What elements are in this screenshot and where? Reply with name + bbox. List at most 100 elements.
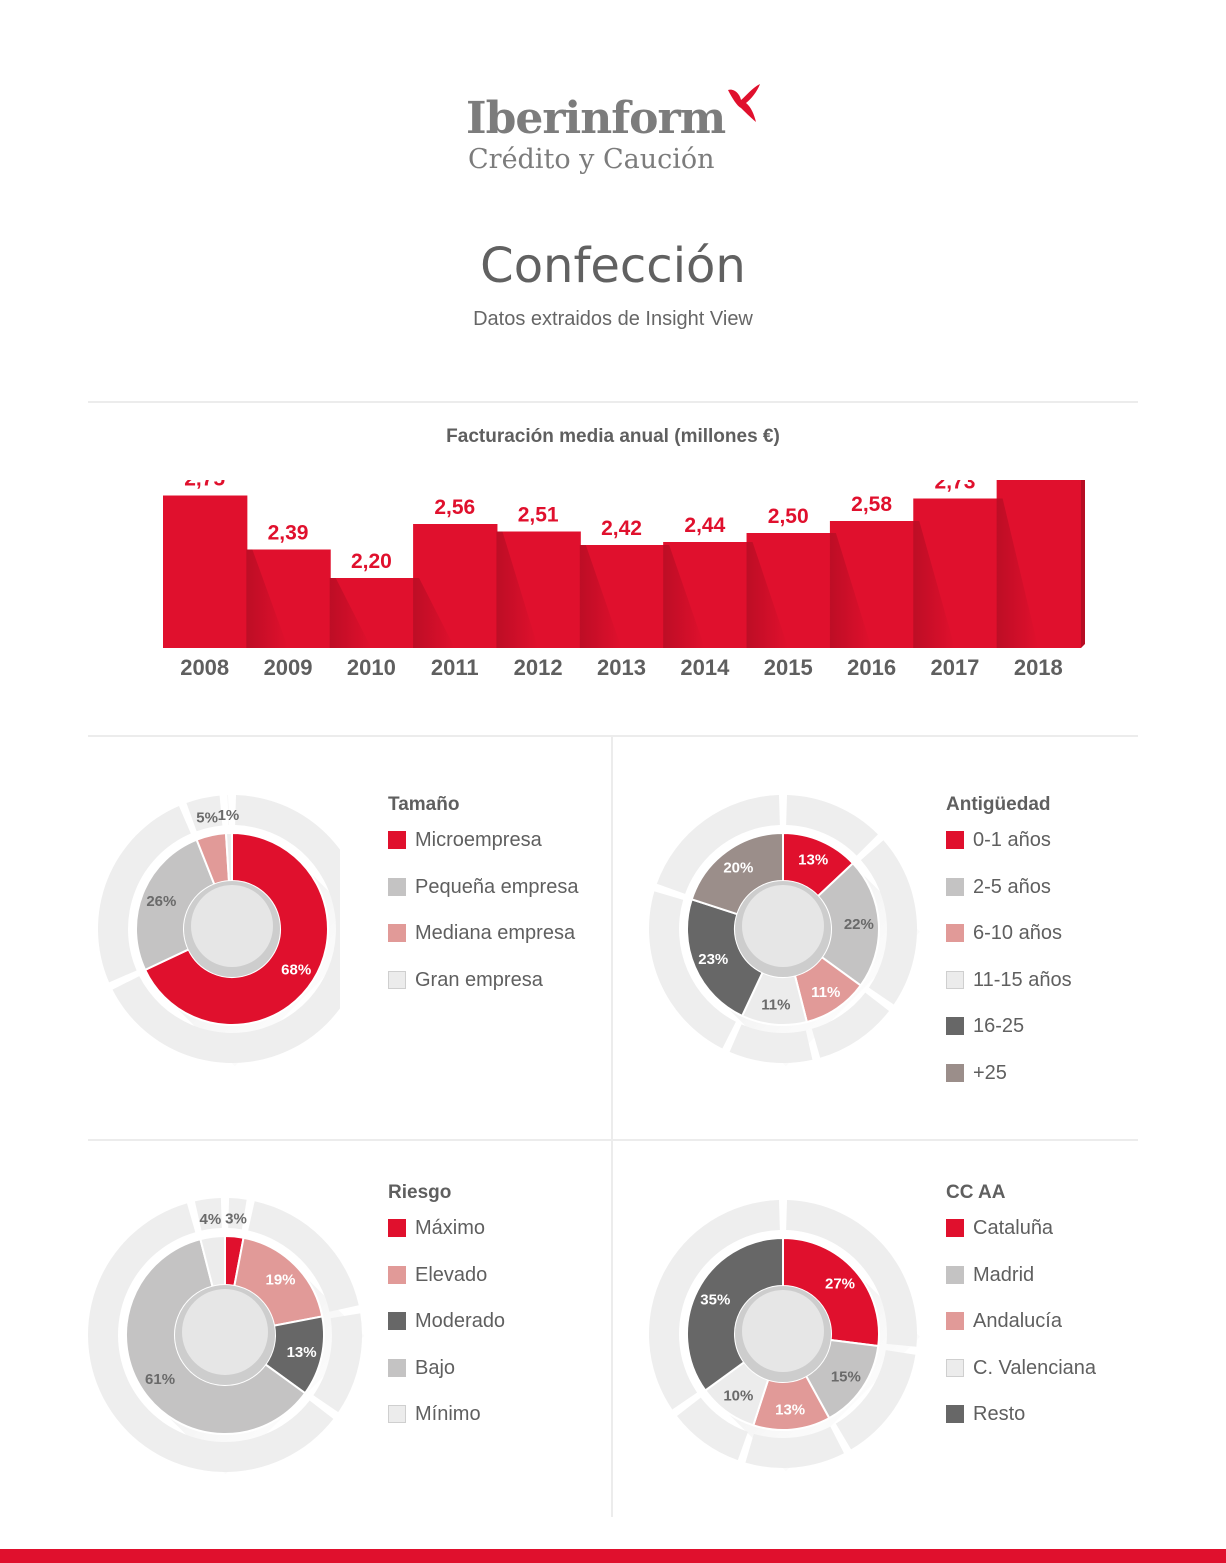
legend-swatch <box>388 1405 406 1423</box>
bar-category-label: 2015 <box>764 655 813 680</box>
legend-item: Gran empresa <box>388 968 578 1015</box>
donut-outer-ring-segment <box>194 1198 222 1231</box>
donut-outer-ring-segment <box>729 1024 813 1063</box>
donut-outer-ring-segment <box>98 805 191 983</box>
legend-tamano: Tamaño Microempresa Pequeña empresa Median… <box>388 794 578 1014</box>
legend-swatch <box>388 1312 406 1330</box>
bar-category-label: 2013 <box>597 655 646 680</box>
donut-outer-ring-segment <box>745 1426 845 1468</box>
legend-swatch <box>388 877 406 896</box>
legend-swatch <box>946 1063 964 1082</box>
legend-ccaa: CC AA Cataluña Madrid Andalucía C. Valencia… <box>946 1182 1096 1449</box>
legend-item: Pequeña empresa <box>388 875 578 922</box>
bar-chart: 2,75 2008 2,39 2009 2,20 2010 2,56 2011 2,51 2012… <box>163 480 1085 680</box>
bar-category-label: 2010 <box>347 655 396 680</box>
donut-outer-ring-segment <box>649 1200 780 1410</box>
page-subtitle: Datos extraidos de Insight View <box>473 308 753 330</box>
legend-label: Madrid <box>973 1263 1035 1286</box>
donut-outer-ring-segment <box>835 1350 916 1450</box>
bar-shadow <box>746 542 789 648</box>
bar-value-label: 2,58 <box>851 493 892 516</box>
pie-chart-ccaa: 27% 15% 13% 10% 35% <box>649 1200 921 1472</box>
legend-item: Microempresa <box>388 828 578 875</box>
bar-shadow <box>496 531 539 648</box>
legend-item: Mínimo <box>388 1402 505 1449</box>
bar-value-label: 2,44 <box>684 514 725 537</box>
donut-center <box>182 1289 268 1375</box>
donut-value-label: 68% <box>281 962 311 979</box>
legend-swatch <box>946 877 964 896</box>
legend-swatch <box>388 970 406 989</box>
bar-category-label: 2008 <box>180 655 229 680</box>
donut-outer-ring-segment <box>786 1200 917 1347</box>
donut-value-label: 11% <box>761 997 790 1014</box>
donut-value-label: 20% <box>723 860 753 877</box>
divider-lower <box>88 1139 1138 1141</box>
bar-category-label: 2009 <box>264 655 313 680</box>
donut-outer-ring-segment <box>656 795 780 894</box>
donut-outer-ring-segment <box>186 795 223 832</box>
donut-value-label: 27% <box>825 1276 855 1293</box>
legend-item: Elevado <box>388 1263 505 1310</box>
legend-item: Resto <box>946 1402 1096 1449</box>
bar-value-label: 2,42 <box>601 517 642 540</box>
legend-label: Mediana empresa <box>415 922 576 944</box>
bar-value-label: 2,50 <box>768 505 809 528</box>
legend-item: Mediana empresa <box>388 921 578 968</box>
legend-label: 2-5 años <box>973 875 1051 898</box>
pie-chart-tamano: 68% 26% 5% 1% <box>98 795 340 1067</box>
legend-item: Máximo <box>388 1216 505 1263</box>
brand-logo: Iberinform Crédito y Caución <box>466 84 766 184</box>
bar-value-label: 2,51 <box>518 504 559 527</box>
legend-swatch <box>388 1358 406 1377</box>
legend-swatch <box>946 1312 964 1330</box>
pie-chart-riesgo: 3% 19% 13% 61% 4% <box>88 1198 365 1475</box>
donut-center <box>191 885 273 967</box>
legend-label: +25 <box>973 1061 1007 1084</box>
legend-label: Andalucía <box>973 1310 1062 1332</box>
donut-value-label: 61% <box>145 1371 175 1388</box>
donut-value-label: 4% <box>199 1211 221 1228</box>
donut-outer-ring-segment <box>786 795 878 856</box>
donut-value-label: 13% <box>775 1402 805 1419</box>
legend-item: Madrid <box>946 1263 1096 1310</box>
bar-shadow <box>663 545 705 648</box>
donut-outer-ring-segment <box>227 795 229 826</box>
legend-swatch <box>946 970 964 989</box>
legend-label: 0-1 años <box>973 829 1051 851</box>
donut-outer-ring-segment <box>811 992 889 1058</box>
legend-label: Resto <box>973 1403 1026 1425</box>
donut-outer-ring-segment <box>860 840 917 1005</box>
donut-outer-ring-segment <box>228 1198 247 1230</box>
donut-value-label: 35% <box>700 1291 730 1308</box>
bar-shadow <box>329 578 372 648</box>
legend-title: Riesgo <box>388 1182 452 1203</box>
donut-value-label: 13% <box>287 1344 317 1361</box>
legend-swatch <box>946 1265 964 1284</box>
donut-outer-ring-segment <box>677 1397 748 1461</box>
bar-shadow <box>579 545 622 648</box>
legend-label: 11-15 años <box>973 968 1072 991</box>
donut-center <box>742 1290 824 1372</box>
bar-category-label: 2016 <box>847 655 896 680</box>
legend-label: Elevado <box>415 1263 488 1286</box>
legend-item: 6-10 años <box>946 921 1072 968</box>
bar-value-label: 2,75 <box>184 480 225 491</box>
donut-value-label: 10% <box>723 1387 753 1404</box>
legend-swatch <box>388 1219 406 1237</box>
legend-label: C. Valenciana <box>973 1356 1097 1379</box>
bar-shadow <box>996 498 1039 648</box>
legend-swatch <box>946 1219 964 1237</box>
legend-riesgo: Riesgo Máximo Elevado Moderado Bajo Mínimo <box>388 1182 505 1449</box>
legend-swatch <box>388 924 406 942</box>
donut-value-label: 15% <box>831 1369 861 1386</box>
bar-shadow <box>913 521 955 648</box>
donut-value-label: 22% <box>844 916 874 933</box>
donut-value-label: 23% <box>698 951 728 968</box>
legend-label: Gran empresa <box>415 968 543 991</box>
donut-outer-ring-segment <box>649 891 736 1049</box>
bar-chart-title: Facturación media anual (millones €) <box>446 426 780 447</box>
bar-category-label: 2018 <box>1014 655 1063 680</box>
legend-swatch <box>946 1405 964 1423</box>
bar-category-label: 2011 <box>431 655 479 680</box>
